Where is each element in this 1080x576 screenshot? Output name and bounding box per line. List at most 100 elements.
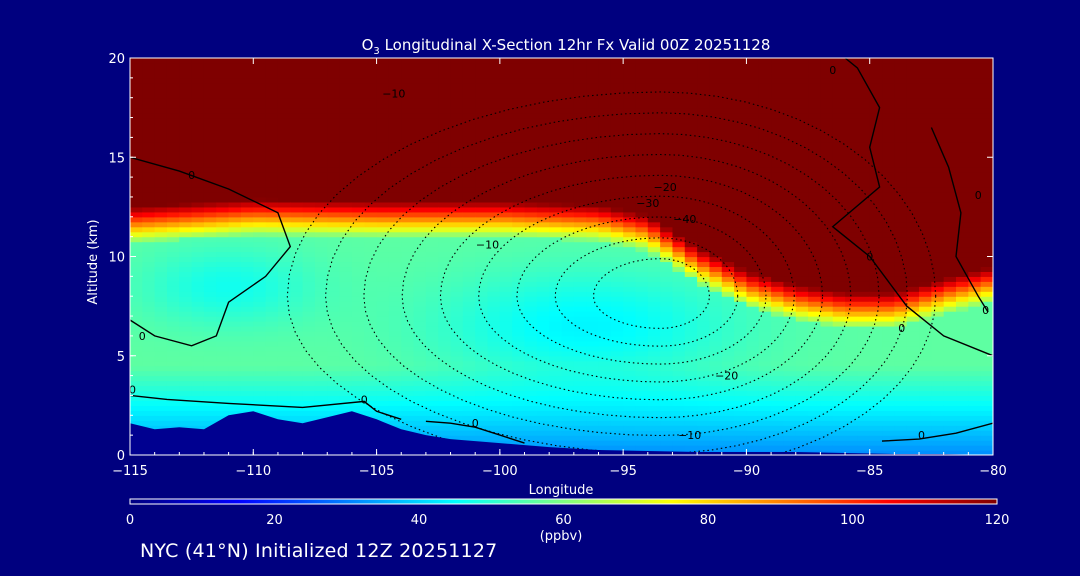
ozone-cell	[832, 276, 846, 282]
ozone-cell	[882, 415, 895, 421]
ozone-cell	[351, 261, 365, 268]
ozone-cell	[734, 325, 748, 332]
ozone-cell	[857, 296, 871, 302]
ozone-cell	[339, 112, 353, 119]
ozone-cell	[869, 445, 883, 451]
ozone-cell	[154, 375, 168, 382]
ozone-cell	[302, 271, 316, 277]
ozone-cell	[721, 410, 735, 416]
ozone-cell	[586, 335, 600, 342]
ozone-cell	[388, 316, 402, 322]
ozone-cell	[302, 261, 316, 268]
ozone-cell	[549, 102, 563, 109]
ozone-cell	[598, 330, 612, 337]
ozone-cell	[586, 216, 600, 223]
ozone-cell	[820, 420, 834, 426]
ozone-cell	[376, 206, 390, 213]
ozone-cell	[364, 196, 378, 203]
ozone-cell	[487, 246, 501, 253]
ozone-cell	[475, 221, 489, 228]
ozone-cell	[660, 271, 674, 277]
ozone-cell	[573, 137, 587, 143]
ozone-cell	[413, 261, 427, 268]
ozone-cell	[598, 385, 612, 392]
ozone-cell	[561, 191, 575, 198]
ozone-cell	[808, 311, 821, 317]
ozone-cell	[869, 440, 883, 446]
ozone-cell	[536, 77, 550, 84]
ozone-cell	[610, 261, 624, 268]
ozone-cell	[425, 241, 439, 248]
ozone-cell	[573, 157, 587, 163]
ozone-cell	[265, 256, 279, 263]
ozone-cell	[684, 211, 698, 218]
ozone-cell	[635, 191, 649, 198]
ozone-cell	[882, 430, 895, 436]
ozone-cell	[265, 117, 279, 124]
ozone-cell	[191, 216, 205, 223]
ozone-cell	[610, 216, 624, 223]
ozone-cell	[610, 132, 624, 138]
ozone-cell	[290, 365, 304, 372]
ozone-cell	[314, 261, 328, 268]
ozone-cell	[709, 316, 723, 322]
ozone-cell	[450, 360, 464, 367]
ozone-cell	[820, 201, 834, 208]
ozone-cell	[166, 311, 180, 317]
ozone-cell	[536, 261, 550, 268]
ozone-cell	[697, 440, 711, 446]
ozone-cell	[894, 301, 908, 307]
ozone-cell	[808, 296, 821, 302]
ozone-cell	[512, 77, 526, 84]
ozone-cell	[672, 72, 686, 79]
ozone-cell	[327, 340, 341, 347]
ozone-cell	[487, 102, 501, 109]
ozone-cell	[302, 92, 316, 99]
ozone-cell	[265, 306, 279, 312]
ozone-cell	[623, 281, 637, 287]
ozone-cell	[450, 311, 464, 317]
ozone-cell	[351, 117, 365, 124]
ozone-cell	[388, 167, 402, 173]
ozone-cell	[524, 231, 538, 238]
ozone-cell	[253, 211, 267, 218]
ozone-cell	[499, 152, 513, 158]
ozone-cell	[647, 167, 661, 173]
ozone-cell	[277, 410, 291, 416]
ozone-cell	[746, 440, 760, 446]
ozone-cell	[351, 276, 365, 282]
ozone-cell	[845, 291, 858, 297]
ozone-cell	[845, 385, 858, 392]
ozone-cell	[869, 321, 883, 327]
ozone-cell	[166, 122, 180, 129]
ozone-cell	[771, 435, 785, 441]
ozone-cell	[265, 182, 279, 188]
ozone-cell	[228, 77, 242, 84]
ozone-cell	[610, 370, 624, 377]
ozone-cell	[216, 390, 230, 397]
ozone-cell	[635, 430, 649, 436]
ozone-cell	[166, 345, 180, 352]
ozone-cell	[734, 92, 748, 99]
ozone-cell	[216, 365, 230, 372]
ozone-cell	[265, 112, 279, 119]
ozone-cell	[499, 256, 513, 263]
ozone-cell	[166, 370, 180, 377]
ozone-cell	[191, 385, 205, 392]
ozone-cell	[771, 206, 785, 213]
ozone-cell	[240, 380, 254, 387]
ozone-cell	[450, 92, 464, 99]
ozone-cell	[808, 221, 821, 228]
ozone-cell	[191, 256, 205, 263]
ozone-cell	[302, 311, 316, 317]
ozone-cell	[302, 340, 316, 347]
ozone-cell	[524, 211, 538, 218]
ozone-cell	[462, 325, 476, 332]
ozone-cell	[302, 246, 316, 253]
ozone-cell	[586, 321, 600, 327]
ozone-cell	[364, 82, 378, 89]
ozone-cell	[191, 231, 205, 238]
ozone-cell	[253, 92, 267, 99]
ozone-cell	[351, 177, 365, 183]
ozone-cell	[438, 236, 452, 243]
